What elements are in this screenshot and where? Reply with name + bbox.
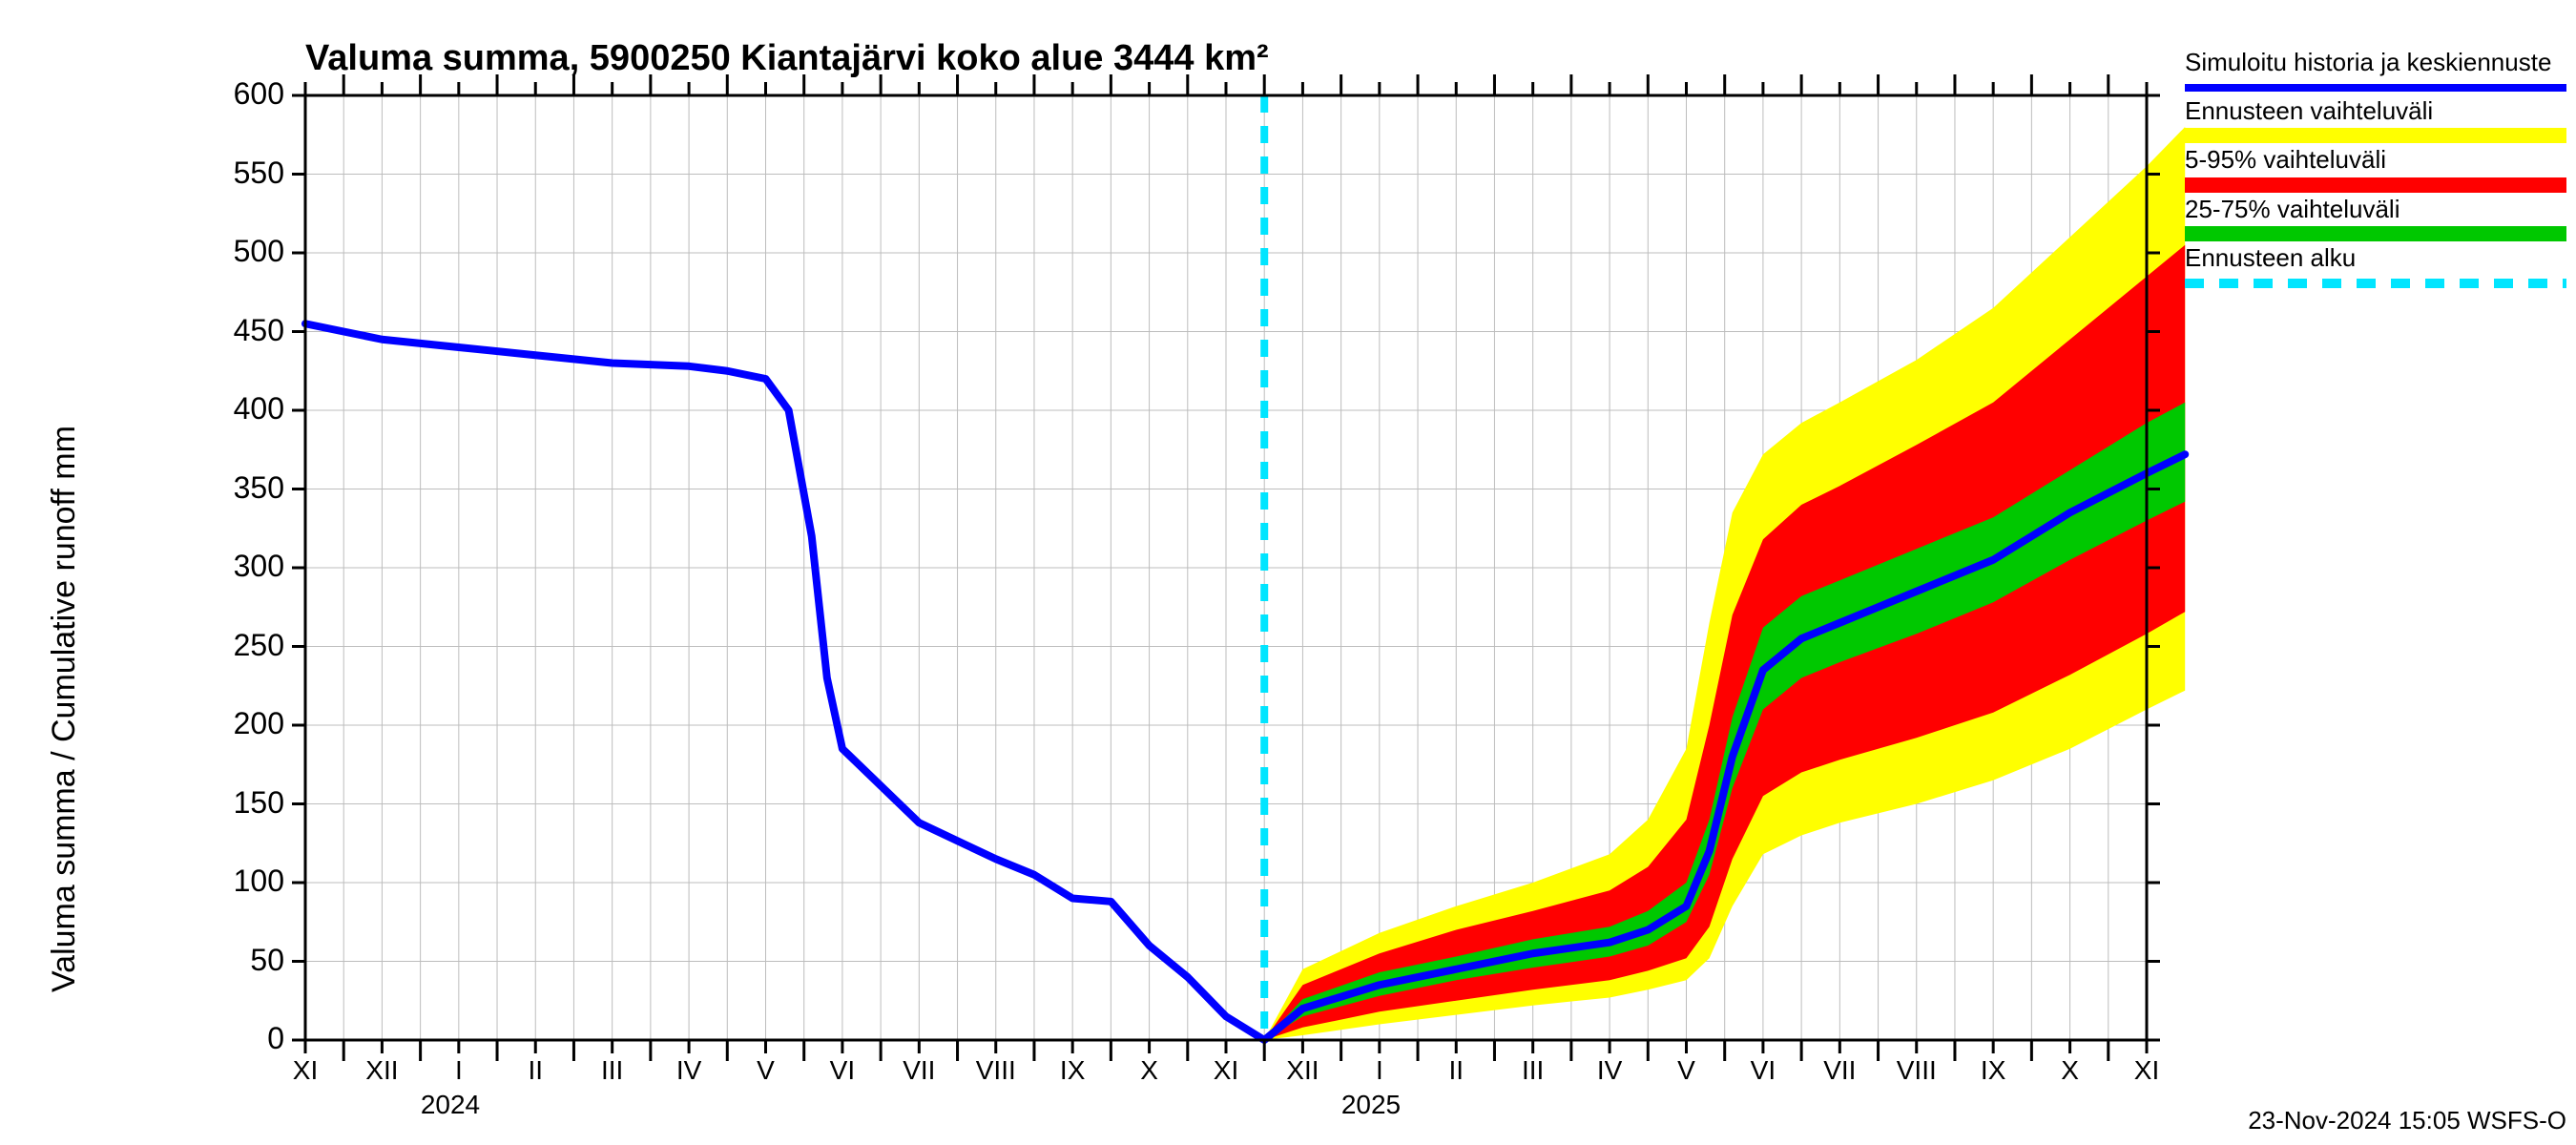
legend-item: Ennusteen vaihteluväli: [2185, 96, 2566, 143]
x-tick-label: I: [1351, 1055, 1408, 1086]
legend-label: 5-95% vaihteluväli: [2185, 145, 2566, 175]
y-tick-label: 600: [234, 76, 284, 112]
chart-container: Valuma summa, 5900250 Kiantajärvi koko a…: [0, 0, 2576, 1145]
legend-item: Ennusteen alku: [2185, 243, 2566, 288]
legend-item: 5-95% vaihteluväli: [2185, 145, 2566, 192]
x-tick-label: VI: [814, 1055, 871, 1086]
x-tick-label: V: [737, 1055, 795, 1086]
y-tick-label: 0: [267, 1021, 284, 1056]
legend-swatch: [2185, 128, 2566, 143]
legend-label: Ennusteen alku: [2185, 243, 2566, 273]
y-tick-label: 450: [234, 313, 284, 348]
x-tick-label: XI: [1197, 1055, 1255, 1086]
x-tick-label: XII: [1274, 1055, 1331, 1086]
x-year-label: 2024: [421, 1090, 480, 1120]
x-tick-label: IV: [1581, 1055, 1638, 1086]
x-tick-label: IX: [1044, 1055, 1101, 1086]
x-tick-label: IV: [660, 1055, 717, 1086]
legend-label: Simuloitu historia ja keskiennuste: [2185, 48, 2566, 77]
y-tick-label: 200: [234, 706, 284, 741]
x-tick-label: I: [430, 1055, 488, 1086]
x-tick-label: VII: [890, 1055, 947, 1086]
x-tick-label: V: [1658, 1055, 1715, 1086]
legend-label: 25-75% vaihteluväli: [2185, 195, 2566, 224]
x-tick-label: III: [584, 1055, 641, 1086]
y-tick-label: 100: [234, 864, 284, 899]
footer-timestamp: 23-Nov-2024 15:05 WSFS-O: [2248, 1106, 2566, 1135]
legend-item: 25-75% vaihteluväli: [2185, 195, 2566, 241]
x-tick-label: III: [1505, 1055, 1562, 1086]
x-tick-label: VI: [1735, 1055, 1792, 1086]
x-tick-label: IX: [1964, 1055, 2022, 1086]
y-tick-label: 150: [234, 785, 284, 821]
y-tick-label: 550: [234, 156, 284, 191]
legend-item: Simuloitu historia ja keskiennuste: [2185, 48, 2566, 94]
x-tick-label: X: [1121, 1055, 1178, 1086]
y-tick-label: 350: [234, 470, 284, 506]
y-tick-label: 50: [250, 943, 284, 978]
y-tick-label: 250: [234, 628, 284, 663]
x-tick-label: VIII: [1888, 1055, 1945, 1086]
legend: Simuloitu historia ja keskiennuste Ennust…: [2185, 48, 2566, 290]
x-tick-label: II: [1427, 1055, 1485, 1086]
y-tick-label: 400: [234, 391, 284, 427]
legend-swatch: [2185, 79, 2566, 94]
x-tick-label: X: [2042, 1055, 2099, 1086]
x-tick-label: XII: [353, 1055, 410, 1086]
x-year-label: 2025: [1341, 1090, 1401, 1120]
y-tick-label: 300: [234, 549, 284, 584]
x-tick-label: XI: [2118, 1055, 2175, 1086]
legend-swatch: [2185, 279, 2566, 288]
y-tick-label: 500: [234, 234, 284, 269]
x-tick-label: VII: [1811, 1055, 1868, 1086]
x-tick-label: VIII: [967, 1055, 1025, 1086]
legend-label: Ennusteen vaihteluväli: [2185, 96, 2566, 126]
x-tick-label: XI: [277, 1055, 334, 1086]
x-tick-label: II: [507, 1055, 564, 1086]
legend-swatch: [2185, 226, 2566, 241]
legend-swatch: [2185, 177, 2566, 193]
